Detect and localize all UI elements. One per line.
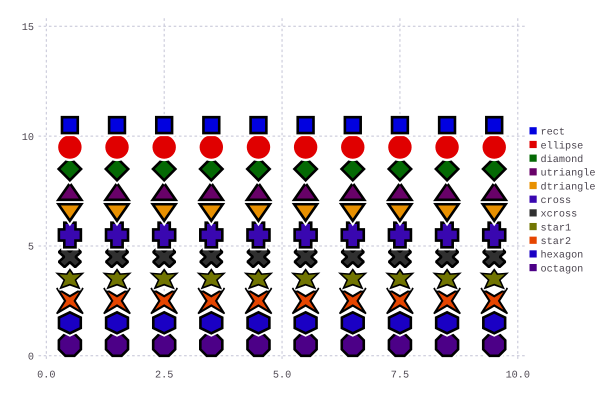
svg-text:star2: star2 [541, 237, 572, 248]
svg-text:10: 10 [22, 133, 34, 144]
svg-text:utriangle: utriangle [541, 168, 596, 180]
svg-text:diamond: diamond [541, 154, 584, 166]
svg-text:2.5: 2.5 [155, 371, 173, 382]
svg-text:octagon: octagon [541, 264, 584, 275]
svg-text:dtriangle: dtriangle [541, 181, 596, 193]
svg-text:cross: cross [541, 196, 572, 207]
svg-text:0.0: 0.0 [37, 371, 55, 382]
svg-text:ellipse: ellipse [541, 140, 584, 152]
svg-text:5: 5 [28, 243, 34, 254]
svg-text:star1: star1 [541, 223, 572, 234]
svg-text:rect: rect [541, 128, 565, 139]
svg-text:hexagon: hexagon [541, 250, 584, 262]
svg-text:7.5: 7.5 [391, 371, 409, 382]
svg-text:5.0: 5.0 [273, 371, 291, 382]
svg-text:15: 15 [22, 23, 34, 34]
svg-text:0: 0 [28, 353, 34, 364]
svg-text:10.0: 10.0 [506, 371, 530, 382]
svg-text:xcross: xcross [541, 210, 578, 221]
